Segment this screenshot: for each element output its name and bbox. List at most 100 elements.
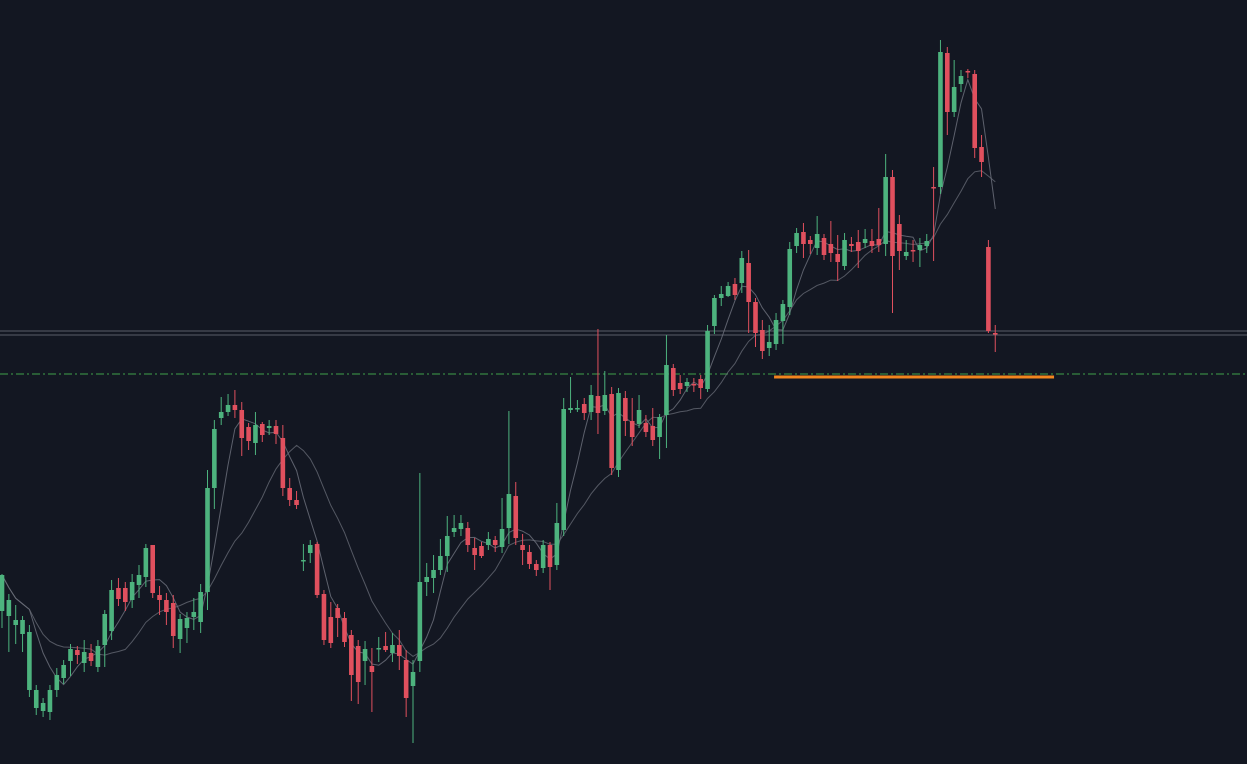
candle-body-43 xyxy=(294,500,299,505)
candle-body-24 xyxy=(164,600,169,612)
candle-body-119 xyxy=(814,234,820,248)
candle-body-104 xyxy=(712,298,717,326)
candle-body-83 xyxy=(568,408,573,410)
candle-body-52 xyxy=(355,646,361,682)
candle-body-68 xyxy=(465,528,471,545)
candle-body-40 xyxy=(273,426,279,434)
candle-body-130 xyxy=(890,177,895,256)
candle-body-33 xyxy=(225,405,231,412)
candle-body-85 xyxy=(581,404,587,413)
candle-body-127 xyxy=(869,241,875,246)
candle-body-20 xyxy=(136,575,142,585)
candle-body-103 xyxy=(705,331,710,389)
candle-body-118 xyxy=(808,240,813,244)
candle-body-121 xyxy=(828,244,834,253)
candle-body-35 xyxy=(239,410,245,438)
candle-body-7 xyxy=(47,690,53,712)
candle-body-15 xyxy=(102,614,108,645)
candle-body-116 xyxy=(794,233,799,246)
candle-body-72 xyxy=(492,540,498,545)
candle-body-5 xyxy=(33,690,39,708)
candle-body-91 xyxy=(623,398,628,421)
candle-body-90 xyxy=(616,393,621,470)
candle-body-111 xyxy=(760,330,765,351)
candle-body-113 xyxy=(773,320,779,344)
candle-body-95 xyxy=(650,426,656,440)
candle-body-29 xyxy=(198,592,203,622)
candle-body-71 xyxy=(486,539,491,545)
candle-body-73 xyxy=(499,529,505,547)
candle-body-132 xyxy=(903,252,909,256)
candle-body-28 xyxy=(191,612,197,617)
candle-body-45 xyxy=(307,545,313,553)
candle-body-41 xyxy=(280,438,286,488)
candle-body-70 xyxy=(479,546,484,556)
candle-body-62 xyxy=(424,577,429,582)
candle-body-133 xyxy=(910,250,916,252)
candle-body-39 xyxy=(266,426,272,428)
candle-body-25 xyxy=(170,603,176,636)
candle-body-101 xyxy=(691,384,697,386)
candle-body-112 xyxy=(766,342,772,348)
candle-body-108 xyxy=(739,258,745,283)
candle-body-54 xyxy=(369,666,375,672)
candle-body-84 xyxy=(575,408,580,410)
candle-body-64 xyxy=(438,556,443,570)
candle-body-115 xyxy=(787,249,793,307)
candle-body-77 xyxy=(527,552,532,564)
candle-body-100 xyxy=(684,382,690,386)
candle-body-12 xyxy=(81,652,87,663)
candle-body-57 xyxy=(390,645,395,653)
candle-body-3 xyxy=(20,620,25,634)
candle-body-67 xyxy=(458,523,464,529)
candle-body-142 xyxy=(972,74,977,148)
candle-body-42 xyxy=(287,488,292,500)
candle-body-114 xyxy=(780,304,786,321)
candle-body-78 xyxy=(534,564,539,570)
candle-body-105 xyxy=(718,294,724,298)
candle-body-23 xyxy=(157,595,162,600)
candle-body-21 xyxy=(143,548,149,577)
candle-body-97 xyxy=(664,365,669,415)
candle-body-88 xyxy=(602,395,608,411)
candle-body-9 xyxy=(61,665,66,678)
candle-body-66 xyxy=(451,528,457,532)
candle-body-61 xyxy=(417,582,423,661)
candle-body-144 xyxy=(986,247,991,331)
candle-body-36 xyxy=(246,427,251,441)
candle-body-50 xyxy=(342,618,347,642)
candle-body-75 xyxy=(513,496,519,538)
candle-body-32 xyxy=(218,412,224,418)
candle-body-129 xyxy=(883,177,888,244)
candle-body-48 xyxy=(328,617,334,643)
candle-body-53 xyxy=(362,649,368,661)
candle-body-51 xyxy=(349,635,354,675)
candle-body-123 xyxy=(842,240,847,266)
candle-body-92 xyxy=(629,421,635,437)
candle-body-124 xyxy=(849,244,854,246)
candle-body-58 xyxy=(397,645,402,656)
candle-body-122 xyxy=(835,254,840,262)
candle-body-31 xyxy=(212,429,217,488)
candle-body-106 xyxy=(725,286,731,296)
candle-body-13 xyxy=(88,653,94,661)
candle-body-56 xyxy=(383,646,388,650)
candle-body-99 xyxy=(677,383,683,389)
candle-body-134 xyxy=(917,245,923,250)
candle-body-2 xyxy=(13,620,18,625)
candle-body-69 xyxy=(472,548,477,555)
candle-body-49 xyxy=(335,608,340,618)
candle-body-141 xyxy=(965,71,971,73)
candle-body-126 xyxy=(862,239,868,243)
candle-body-60 xyxy=(410,672,416,686)
candle-body-26 xyxy=(177,619,183,639)
candle-body-1 xyxy=(6,600,12,616)
candle-body-4 xyxy=(27,632,32,690)
candle-body-107 xyxy=(732,284,738,295)
candle-body-55 xyxy=(376,648,382,650)
candle-body-79 xyxy=(540,545,546,568)
candle-body-0 xyxy=(0,575,5,611)
candle-body-93 xyxy=(636,410,642,424)
